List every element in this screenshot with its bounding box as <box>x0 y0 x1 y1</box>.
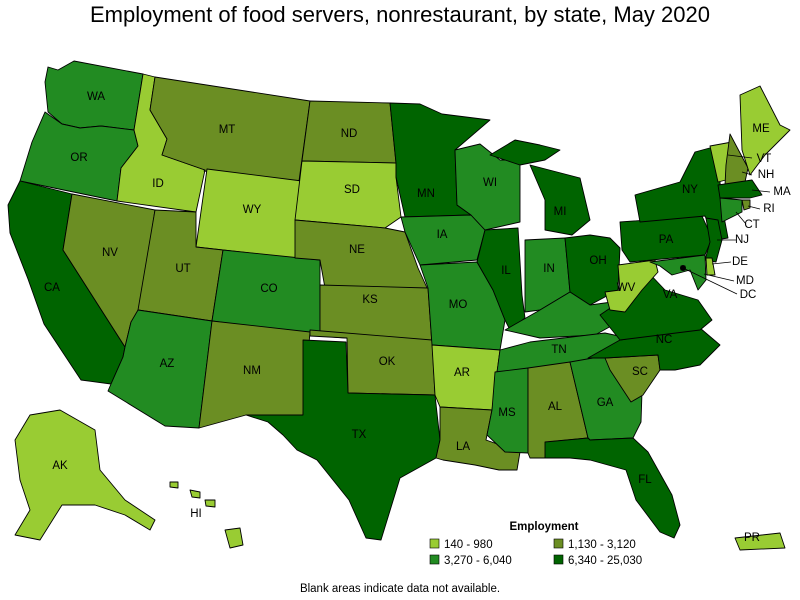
state-pr <box>734 532 786 551</box>
state-tx <box>245 339 441 541</box>
state-label-nj: NJ <box>735 234 749 246</box>
state-label-vt: VT <box>757 153 772 165</box>
state-md <box>649 254 707 291</box>
state-label-ri: RI <box>763 203 775 215</box>
state-label-sd: SD <box>344 184 360 196</box>
state-nj <box>704 217 723 263</box>
state-ma <box>717 179 763 199</box>
legend-label-3: 3,270 - 6,040 <box>444 555 512 567</box>
state-label-ut: UT <box>175 263 190 275</box>
state-label-mt: MT <box>219 124 236 136</box>
state-label-ny: NY <box>682 184 698 196</box>
state-label-tn: TN <box>551 344 566 356</box>
state-label-wy: WY <box>243 204 262 216</box>
leader-line-vt <box>727 154 753 159</box>
state-wv <box>604 259 659 313</box>
state-label-ct: CT <box>744 219 759 231</box>
state-label-nd: ND <box>341 128 358 140</box>
state-label-or: OR <box>70 152 87 164</box>
state-label-ar: AR <box>454 367 470 379</box>
state-label-fl: FL <box>638 474 652 486</box>
state-label-pr: PR <box>744 532 760 544</box>
state-label-wv: WV <box>617 282 636 294</box>
state-label-nv: NV <box>102 247 118 259</box>
state-label-sc: SC <box>632 366 648 378</box>
legend-swatch-3 <box>429 554 440 565</box>
state-hi <box>169 481 244 549</box>
state-label-ca: CA <box>44 282 60 294</box>
state-label-in: IN <box>543 263 555 275</box>
map-title: Employment of food servers, nonrestauran… <box>90 2 710 27</box>
state-label-ms: MS <box>498 407 516 419</box>
state-ak <box>14 409 156 541</box>
state-label-mo: MO <box>449 299 468 311</box>
legend-swatch-4 <box>553 554 564 565</box>
state-label-ak: AK <box>52 460 68 472</box>
state-label-oh: OH <box>589 255 606 267</box>
legend-label-1: 140 - 980 <box>444 539 493 551</box>
state-ri <box>741 199 751 211</box>
state-label-co: CO <box>260 283 277 295</box>
state-de <box>705 257 716 276</box>
leader-line-dc <box>682 267 738 295</box>
state-label-ia: IA <box>437 229 448 241</box>
state-label-id: ID <box>152 178 164 190</box>
state-label-va: VA <box>663 289 678 301</box>
state-me <box>739 85 791 176</box>
footnote: Blank areas indicate data not available. <box>299 583 501 595</box>
state-mi <box>489 139 591 236</box>
state-label-ks: KS <box>362 294 378 306</box>
state-label-wa: WA <box>87 91 105 103</box>
leader-line-md <box>703 273 735 282</box>
legend-swatch-2 <box>553 538 564 549</box>
legend-label-2: 1,130 - 3,120 <box>568 539 636 551</box>
legend-swatch-1 <box>429 538 440 549</box>
state-label-mi: MI <box>554 206 567 218</box>
state-label-nm: NM <box>243 365 261 377</box>
dc-marker <box>680 265 686 271</box>
state-label-hi: HI <box>190 508 202 520</box>
state-label-tx: TX <box>352 429 367 441</box>
state-label-wi: WI <box>483 177 497 189</box>
state-label-al: AL <box>548 401 563 413</box>
state-ct <box>719 197 743 223</box>
leader-line-ri <box>747 205 761 210</box>
state-label-nh: NH <box>758 169 775 181</box>
leader-line-ma <box>751 189 771 193</box>
state-label-dc: DC <box>740 289 757 301</box>
legend-title: Employment <box>509 521 578 533</box>
state-label-il: IL <box>501 265 511 277</box>
state-label-mn: MN <box>417 188 435 200</box>
leader-line-de <box>711 261 732 265</box>
state-label-ok: OK <box>379 356 396 368</box>
state-label-ne: NE <box>349 244 365 256</box>
state-label-az: AZ <box>160 358 175 370</box>
state-label-ma: MA <box>773 186 791 198</box>
state-label-de: DE <box>732 256 748 268</box>
state-label-nc: NC <box>656 334 673 346</box>
state-ny <box>634 145 729 241</box>
state-label-la: LA <box>456 441 470 453</box>
state-wi <box>454 143 521 231</box>
legend-label-4: 6,340 - 25,030 <box>568 555 642 567</box>
state-label-ga: GA <box>597 397 614 409</box>
leader-line-nh <box>741 171 753 176</box>
state-label-md: MD <box>736 275 754 287</box>
state-label-me: ME <box>752 123 770 135</box>
leader-line-ct <box>735 211 747 225</box>
state-label-pa: PA <box>659 234 674 246</box>
legend: Employment 140 - 980 1,130 - 3,120 3,270 - … <box>429 521 642 567</box>
state-fl <box>544 437 681 539</box>
